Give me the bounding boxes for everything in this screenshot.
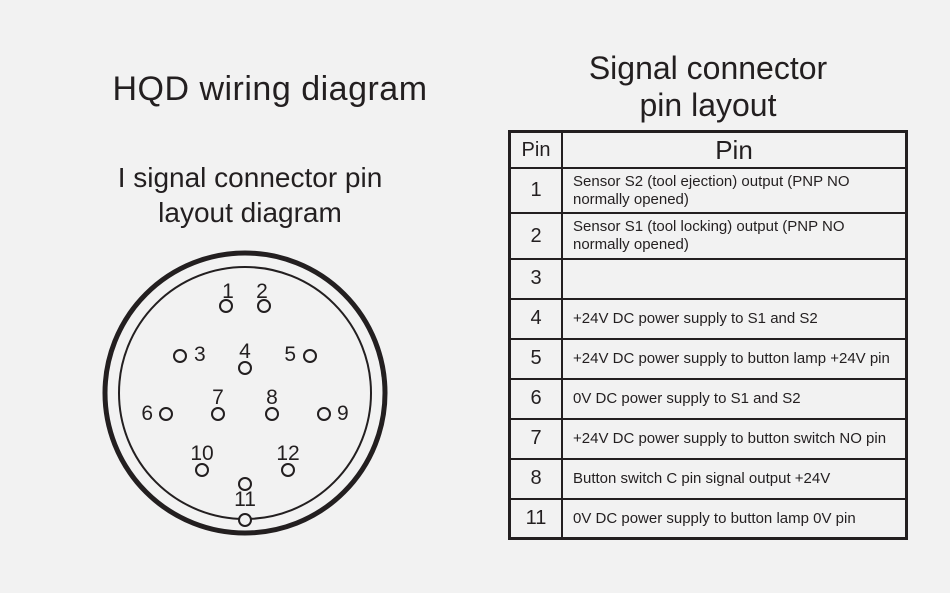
- table-cell-pin: 5: [510, 339, 563, 379]
- table-cell-desc: 0V DC power supply to button lamp 0V pin: [562, 499, 907, 539]
- table-header-row: Pin Pin: [510, 132, 907, 169]
- table-row: 8Button switch C pin signal output +24V: [510, 459, 907, 499]
- connector-pin-label-8: 8: [266, 386, 278, 409]
- left-subtitle-line1: I signal connector pin: [118, 162, 383, 193]
- table-cell-pin: 1: [510, 168, 563, 213]
- right-title: Signal connector pin layout: [508, 50, 908, 124]
- table-cell-pin: 6: [510, 379, 563, 419]
- connector-diagram: 123456789101112: [100, 248, 390, 538]
- table-cell-pin: 8: [510, 459, 563, 499]
- connector-pin-9: [318, 408, 330, 420]
- table-row: 60V DC power supply to S1 and S2: [510, 379, 907, 419]
- table-cell-desc: +24V DC power supply to button switch NO…: [562, 419, 907, 459]
- table-cell-desc: +24V DC power supply to button lamp +24V…: [562, 339, 907, 379]
- table-row: 2Sensor S1 (tool locking) output (PNP NO…: [510, 213, 907, 258]
- table-row: 110V DC power supply to button lamp 0V p…: [510, 499, 907, 539]
- connector-pin-label-2: 2: [256, 280, 268, 303]
- connector-pin-label-10: 10: [190, 442, 213, 465]
- left-subtitle: I signal connector pin layout diagram: [80, 160, 420, 230]
- connector-pin-3: [174, 350, 186, 362]
- table-row: 3: [510, 259, 907, 299]
- connector-pin-5: [304, 350, 316, 362]
- table-header-pin: Pin: [510, 132, 563, 169]
- table-row: 5+24V DC power supply to button lamp +24…: [510, 339, 907, 379]
- table-cell-pin: 3: [510, 259, 563, 299]
- table-cell-desc: Button switch C pin signal output +24V: [562, 459, 907, 499]
- table-row: 7+24V DC power supply to button switch N…: [510, 419, 907, 459]
- table-cell-pin: 4: [510, 299, 563, 339]
- connector-pin-label-1: 1: [222, 280, 234, 303]
- table-cell-pin: 2: [510, 213, 563, 258]
- table-cell-desc: Sensor S1 (tool locking) output (PNP NO …: [562, 213, 907, 258]
- connector-pin-6: [160, 408, 172, 420]
- left-title: HQD wiring diagram: [60, 70, 480, 109]
- table-cell-desc: +24V DC power supply to S1 and S2: [562, 299, 907, 339]
- table-cell-desc: [562, 259, 907, 299]
- connector-pin-8: [266, 408, 278, 420]
- connector-pin-label-11: 11: [234, 488, 256, 511]
- connector-pin-label-6: 6: [141, 402, 153, 425]
- table-cell-pin: 11: [510, 499, 563, 539]
- page-root: HQD wiring diagram I signal connector pi…: [0, 0, 950, 593]
- table-row: 1Sensor S2 (tool ejection) output (PNP N…: [510, 168, 907, 213]
- connector-pin-12: [282, 464, 294, 476]
- connector-pin-label-4: 4: [239, 340, 251, 363]
- table-cell-desc: 0V DC power supply to S1 and S2: [562, 379, 907, 419]
- connector-pin-label-12: 12: [276, 442, 299, 465]
- connector-pin-label-7: 7: [212, 386, 224, 409]
- connector-pin-10: [196, 464, 208, 476]
- table-row: 4+24V DC power supply to S1 and S2: [510, 299, 907, 339]
- table-cell-pin: 7: [510, 419, 563, 459]
- pin-table: Pin Pin 1Sensor S2 (tool ejection) outpu…: [508, 130, 908, 540]
- connector-inner-ring: [119, 267, 371, 519]
- right-title-line1: Signal connector: [589, 50, 827, 86]
- connector-key-notch: [239, 514, 251, 526]
- table-header-desc: Pin: [562, 132, 907, 169]
- table-cell-desc: Sensor S2 (tool ejection) output (PNP NO…: [562, 168, 907, 213]
- connector-pin-7: [212, 408, 224, 420]
- left-subtitle-line2: layout diagram: [158, 197, 342, 228]
- connector-pin-label-3: 3: [194, 343, 206, 366]
- right-title-line2: pin layout: [640, 87, 777, 123]
- connector-pin-label-9: 9: [337, 402, 349, 425]
- connector-pin-4: [239, 362, 251, 374]
- connector-pin-label-5: 5: [284, 343, 296, 366]
